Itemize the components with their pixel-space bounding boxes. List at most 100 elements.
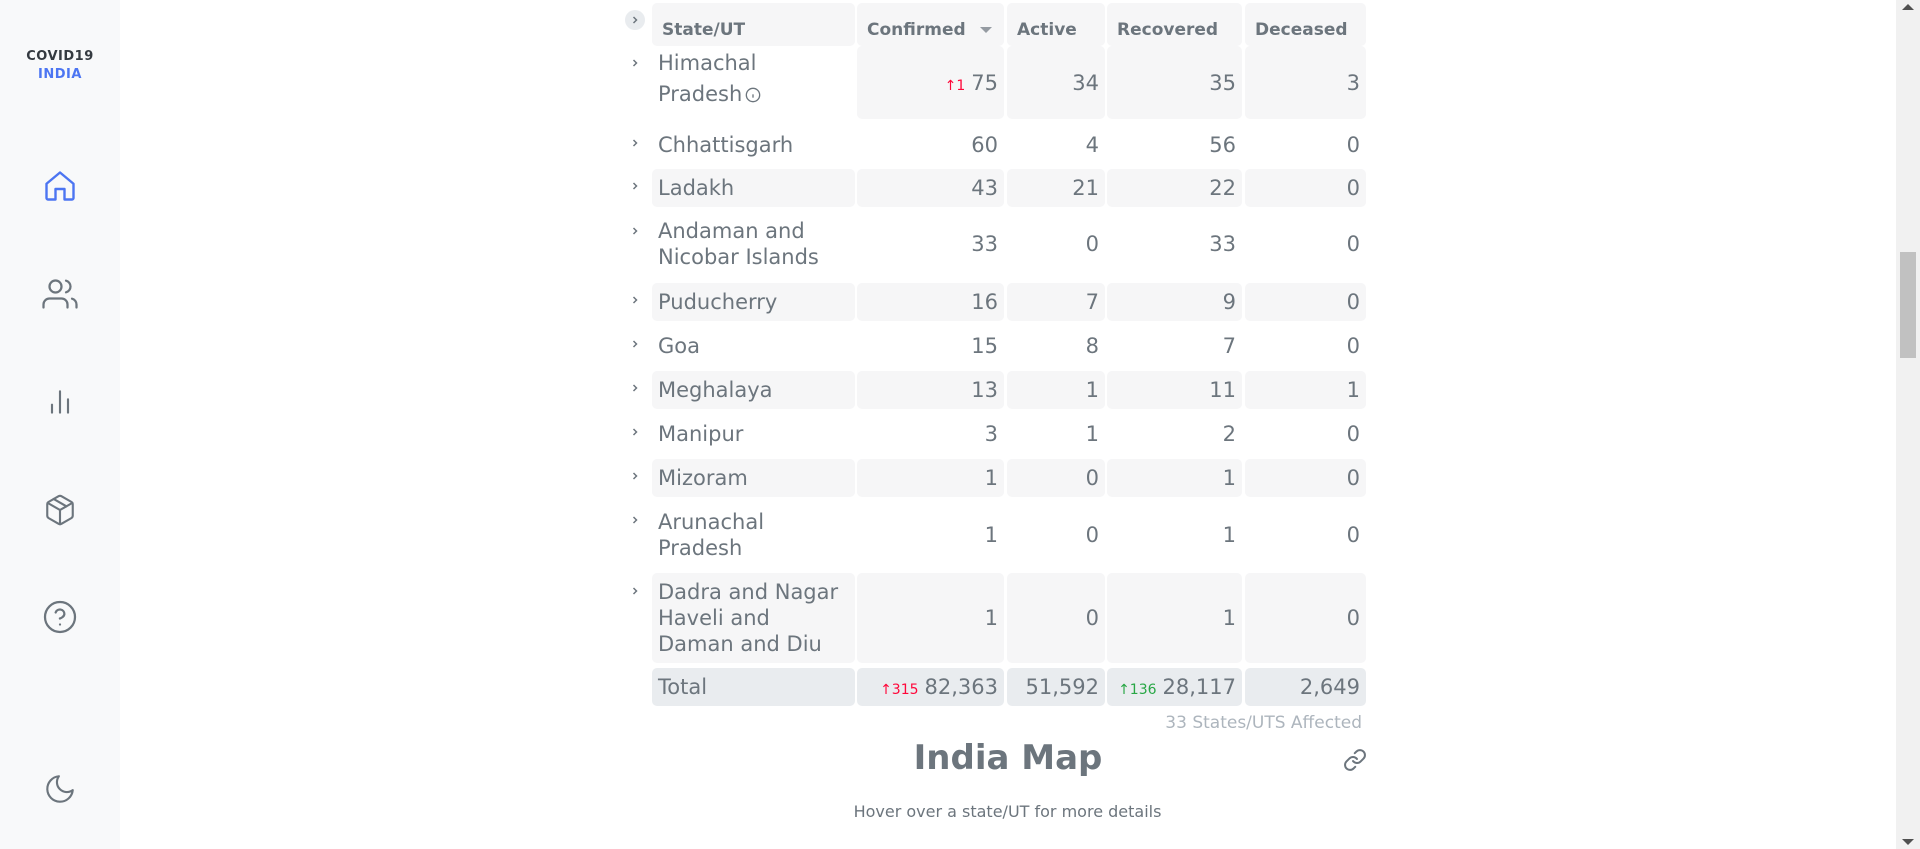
confirmed-value: 16 <box>971 290 998 314</box>
header-deceased[interactable]: Deceased <box>1245 3 1366 46</box>
table-row[interactable]: Arunachal Pradesh 1 0 1 0 <box>625 503 1365 567</box>
logo-text-india: INDIA <box>38 67 82 82</box>
confirmed-cell: 1 <box>857 573 1004 663</box>
nav-faq-button[interactable] <box>40 597 80 637</box>
app-logo[interactable]: COVID19 INDIA <box>0 48 120 84</box>
state-name: Puducherry <box>658 290 778 314</box>
active-value: 0 <box>1085 232 1099 256</box>
confirmed-value: 15 <box>971 334 998 358</box>
scroll-down-arrow-icon[interactable] <box>1902 839 1914 845</box>
recovered-value: 9 <box>1222 290 1236 314</box>
expand-row-button[interactable] <box>625 581 645 601</box>
active-value: 4 <box>1085 133 1099 157</box>
active-value: 34 <box>1072 71 1099 95</box>
expand-row-button[interactable] <box>625 378 645 398</box>
scroll-thumb[interactable] <box>1900 252 1916 358</box>
nav-deep-dive-button[interactable] <box>40 382 80 422</box>
table-row[interactable]: Meghalaya 13 1 11 1 <box>625 371 1366 409</box>
deceased-value: 0 <box>1346 523 1360 547</box>
sidebar: COVID19 INDIA <box>0 0 120 849</box>
total-confirmed-cell: ↑315 82,363 <box>857 668 1004 706</box>
recovered-value: 22 <box>1209 176 1236 200</box>
state-cell: Dadra and Nagar Haveli and Daman and Diu <box>652 573 855 663</box>
info-icon[interactable] <box>745 87 761 103</box>
package-icon <box>46 494 74 526</box>
help-circle-icon <box>43 600 77 634</box>
table-row[interactable]: Puducherry 16 7 9 0 <box>625 283 1366 321</box>
active-cell: 7 <box>1007 283 1105 321</box>
expand-row-button[interactable] <box>625 466 645 486</box>
chevron-right-icon <box>632 139 638 147</box>
expand-row-button[interactable] <box>625 53 645 73</box>
table-row[interactable]: Dadra and Nagar Haveli and Daman and Diu… <box>625 573 1366 663</box>
expand-all-button[interactable] <box>625 10 645 30</box>
nav-essentials-button[interactable] <box>40 490 80 530</box>
sort-caret-icon <box>979 27 992 33</box>
nav-home-button[interactable] <box>40 166 80 206</box>
active-value: 7 <box>1085 290 1099 314</box>
deceased-cell: 1 <box>1245 371 1366 409</box>
confirmed-cell: 13 <box>857 371 1004 409</box>
table-row[interactable]: Manipur 3 1 2 0 <box>625 415 1365 453</box>
active-cell: 1 <box>1007 371 1105 409</box>
active-cell: 0 <box>1007 503 1105 567</box>
recovered-cell: 1 <box>1107 503 1242 567</box>
chevron-right-icon <box>632 340 638 348</box>
nav-demographics-button[interactable] <box>40 274 80 314</box>
page-scrollbar[interactable] <box>1896 0 1920 849</box>
header-deceased-label: Deceased <box>1255 20 1348 40</box>
active-cell: 0 <box>1007 459 1105 497</box>
confirmed-value: 33 <box>971 232 998 256</box>
header-state[interactable]: State/UT <box>652 3 855 46</box>
link-icon[interactable] <box>1343 748 1367 772</box>
state-name: Meghalaya <box>658 378 773 402</box>
expand-row-button[interactable] <box>625 510 645 530</box>
total-deceased-value: 2,649 <box>1299 675 1360 699</box>
state-name-line2: Haveli and <box>658 606 770 630</box>
recovered-cell: 1 <box>1107 459 1242 497</box>
confirmed-cell: 1 <box>857 503 1004 567</box>
expand-row-button[interactable] <box>625 221 645 241</box>
recovered-cell: 11 <box>1107 371 1242 409</box>
state-name-line2: Nicobar Islands <box>658 245 819 269</box>
header-state-label: State/UT <box>662 20 746 40</box>
expand-row-button[interactable] <box>625 422 645 442</box>
confirmed-value: 75 <box>971 71 998 95</box>
active-cell: 8 <box>1007 327 1105 365</box>
header-confirmed[interactable]: Confirmed <box>857 3 1004 46</box>
active-cell: 0 <box>1007 212 1105 276</box>
dark-mode-toggle[interactable] <box>40 769 80 809</box>
expand-row-button[interactable] <box>625 176 645 196</box>
confirmed-value: 1 <box>984 523 998 547</box>
recovered-cell: 7 <box>1107 327 1242 365</box>
table-row[interactable]: Chhattisgarh 60 4 56 0 <box>625 126 1365 164</box>
header-recovered[interactable]: Recovered <box>1107 3 1242 46</box>
recovered-value: 33 <box>1209 232 1236 256</box>
scroll-up-arrow-icon[interactable] <box>1902 4 1914 10</box>
header-active-label: Active <box>1017 20 1077 40</box>
recovered-cell: 22 <box>1107 169 1242 207</box>
chevron-right-icon <box>632 59 638 67</box>
table-row[interactable]: Mizoram 1 0 1 0 <box>625 459 1366 497</box>
active-value: 0 <box>1085 606 1099 630</box>
header-active[interactable]: Active <box>1007 3 1105 46</box>
state-cell: Mizoram <box>652 459 855 497</box>
expand-row-button[interactable] <box>625 133 645 153</box>
deceased-cell: 0 <box>1245 126 1366 164</box>
confirmed-delta: ↑1 <box>944 78 966 94</box>
state-cell: Andaman and Nicobar Islands <box>652 212 855 276</box>
table-row[interactable]: Himachal Pradesh ↑1 75 34 35 3 <box>625 46 1366 119</box>
chevron-right-icon <box>632 587 638 595</box>
table-header-row: State/UT Confirmed Active Recovered Dece… <box>625 3 1366 46</box>
total-label-cell: Total <box>652 668 855 706</box>
expand-row-button[interactable] <box>625 334 645 354</box>
recovered-cell: 35 <box>1107 46 1242 119</box>
chevron-right-icon <box>632 428 638 436</box>
state-cell: Ladakh <box>652 169 855 207</box>
expand-row-button[interactable] <box>625 290 645 310</box>
table-row[interactable]: Goa 15 8 7 0 <box>625 327 1365 365</box>
state-name: Ladakh <box>658 176 735 200</box>
logo-text-covid19: COVID19 <box>26 49 94 64</box>
table-row[interactable]: Andaman and Nicobar Islands 33 0 33 0 <box>625 212 1365 276</box>
table-row[interactable]: Ladakh 43 21 22 0 <box>625 169 1366 207</box>
